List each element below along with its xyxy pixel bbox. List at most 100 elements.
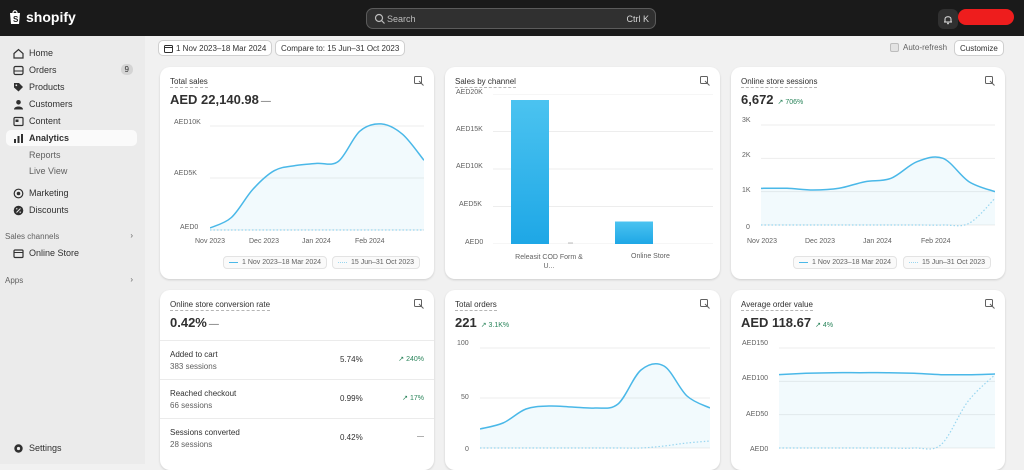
total-sales-value: AED 22,140.98— xyxy=(170,92,271,107)
explore-icon[interactable] xyxy=(414,299,424,309)
sidebar: Home Orders 9 Products Customers Content… xyxy=(0,36,145,464)
y-tick: 0 xyxy=(465,446,469,453)
search-input[interactable]: Search Ctrl K xyxy=(366,8,656,29)
sessions-card[interactable]: Online store sessions 6,672 ↗ 706% 3K 2K … xyxy=(731,67,1005,279)
search-icon xyxy=(374,13,385,24)
sidebar-item-content[interactable]: Content xyxy=(6,113,137,129)
legend-label: 15 Jun–31 Oct 2023 xyxy=(922,259,986,266)
series-line-current xyxy=(761,156,995,193)
store-icon xyxy=(13,248,24,258)
trend-up-badge: ↗ 4% xyxy=(815,322,834,329)
legend-current[interactable]: 1 Nov 2023–18 Mar 2024 xyxy=(793,256,897,269)
shopify-logo[interactable]: S shopify xyxy=(8,9,76,25)
sidebar-item-analytics[interactable]: Analytics xyxy=(6,130,137,146)
top-bar: S shopify Search Ctrl K xyxy=(0,0,1024,36)
series-line-current xyxy=(210,123,424,229)
orders-count-badge: 9 xyxy=(120,64,133,75)
discount-icon xyxy=(13,205,24,215)
sessions-value: 6,672 ↗ 706% xyxy=(741,92,803,107)
explore-icon[interactable] xyxy=(985,299,995,309)
person-icon xyxy=(14,99,23,109)
legend-previous[interactable]: 15 Jun–31 Oct 2023 xyxy=(903,256,992,269)
customize-label: Customize xyxy=(960,43,998,53)
trend-up-badge: ↗ 706% xyxy=(777,99,804,106)
svg-text:S: S xyxy=(13,15,19,24)
card-title: Total sales xyxy=(170,77,208,88)
notifications-button[interactable] xyxy=(938,9,958,29)
total-sales-chart xyxy=(210,123,424,231)
aov-card[interactable]: Average order value AED 118.67 ↗ 4% AED15… xyxy=(731,290,1005,470)
legend-swatch xyxy=(229,262,238,263)
y-tick: AED15K xyxy=(456,126,483,133)
card-title: Online store conversion rate xyxy=(170,300,271,311)
compare-label: Compare to: 15 Jun–31 Oct 2023 xyxy=(281,43,400,53)
legend-swatch xyxy=(909,262,918,263)
sidebar-item-customers[interactable]: Customers xyxy=(6,96,137,112)
change-value: 240% xyxy=(406,356,424,363)
row-change: — xyxy=(417,433,424,440)
sidebar-item-orders[interactable]: Orders 9 xyxy=(6,62,137,78)
sidebar-item-label: Analytics xyxy=(29,133,70,143)
sidebar-item-online-store[interactable]: Online Store xyxy=(6,245,137,261)
explore-icon[interactable] xyxy=(985,76,995,86)
x-tick: Nov 2023 xyxy=(747,238,777,245)
row-label: Added to cart xyxy=(170,350,218,359)
sidebar-item-live-view[interactable]: Live View xyxy=(6,163,137,179)
explore-icon[interactable] xyxy=(414,76,424,86)
legend-swatch xyxy=(799,262,808,263)
legend-current[interactable]: 1 Nov 2023–18 Mar 2024 xyxy=(223,256,327,269)
metric-value: AED 22,140.98 xyxy=(170,92,259,107)
bell-icon xyxy=(944,15,952,24)
calendar-icon xyxy=(164,44,173,53)
y-tick: AED0 xyxy=(750,446,769,453)
search-shortcut: Ctrl K xyxy=(626,14,650,24)
legend-label: 1 Nov 2023–18 Mar 2024 xyxy=(812,259,891,266)
row-label: Sessions converted xyxy=(170,428,240,437)
legend-previous[interactable]: 15 Jun–31 Oct 2023 xyxy=(332,256,421,269)
sidebar-item-discounts[interactable]: Discounts xyxy=(6,202,137,218)
y-tick: 50 xyxy=(461,394,469,401)
total-orders-chart xyxy=(480,347,710,449)
sidebar-item-home[interactable]: Home xyxy=(6,45,137,61)
delta-value: 4% xyxy=(822,322,834,329)
tag-icon xyxy=(14,82,23,91)
series-area xyxy=(761,156,995,225)
sidebar-item-products[interactable]: Products xyxy=(6,79,137,95)
total-sales-card[interactable]: Total sales AED 22,140.98— AED10K AED5K … xyxy=(160,67,434,279)
y-tick: 0 xyxy=(746,224,750,231)
series-area xyxy=(210,123,424,230)
sidebar-item-settings[interactable]: Settings xyxy=(6,440,137,456)
customize-button[interactable]: Customize xyxy=(954,40,1004,56)
shopify-bag-icon: S xyxy=(10,10,20,24)
conversion-rate-card[interactable]: Online store conversion rate 0.42% — Adde… xyxy=(160,290,434,470)
date-range-button[interactable]: 1 Nov 2023–18 Mar 2024 xyxy=(158,40,273,56)
apps-section[interactable]: Apps › xyxy=(5,275,133,285)
explore-icon[interactable] xyxy=(700,76,710,86)
analytics-icon xyxy=(14,133,23,143)
y-tick: AED100 xyxy=(742,375,769,382)
auto-refresh-toggle[interactable]: Auto-refresh xyxy=(890,43,947,52)
divider xyxy=(160,379,434,380)
sales-by-channel-card[interactable]: Sales by channel AED20K AED15K AED10K AE… xyxy=(445,67,720,279)
y-tick: AED150 xyxy=(742,340,769,347)
brand-name: shopify xyxy=(26,9,76,25)
metric-value: 6,672 xyxy=(741,92,774,107)
date-range-label: 1 Nov 2023–18 Mar 2024 xyxy=(176,43,267,53)
sidebar-item-label: Reports xyxy=(29,150,61,160)
card-title: Sales by channel xyxy=(455,77,516,88)
sidebar-item-label: Discounts xyxy=(29,205,69,215)
bar[interactable] xyxy=(615,221,653,245)
chevron-right-icon: › xyxy=(130,231,133,240)
explore-icon[interactable] xyxy=(700,299,710,309)
trend-up-badge: ↗ 3.1K% xyxy=(480,322,510,329)
compare-button[interactable]: Compare to: 15 Jun–31 Oct 2023 xyxy=(275,40,406,56)
auto-refresh-checkbox[interactable] xyxy=(890,43,899,52)
sidebar-item-label: Content xyxy=(29,116,61,126)
sales-channels-section[interactable]: Sales channels › xyxy=(5,231,133,241)
account-avatar[interactable] xyxy=(958,9,1014,25)
bar[interactable] xyxy=(511,100,549,244)
total-orders-card[interactable]: Total orders 221 ↗ 3.1K% 100 50 0 xyxy=(445,290,720,470)
series-line-current xyxy=(779,371,995,376)
sidebar-item-reports[interactable]: Reports xyxy=(6,147,137,163)
sidebar-item-marketing[interactable]: Marketing xyxy=(6,185,137,201)
